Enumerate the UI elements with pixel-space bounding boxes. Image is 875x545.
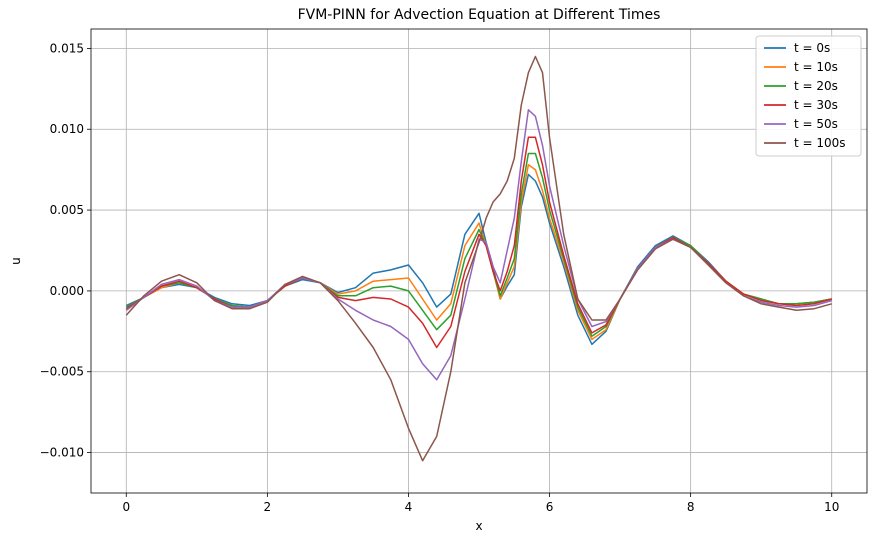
x-tick-label: 10 [824,500,839,514]
plot-area [91,29,867,493]
x-tick-label: 2 [264,500,272,514]
series-line-6 [125,55,832,462]
legend-label-5: t = 50s [794,117,838,131]
legend-label-2: t = 10s [794,60,838,74]
y-tick-label: 0.000 [50,284,84,298]
x-axis-ticks: 0 2 4 6 8 10 [122,493,839,514]
y-axis-ticks: −0.010 −0.005 0.000 0.005 0.010 0.015 [40,41,91,460]
y-tick-label: 0.005 [50,203,84,217]
x-axis-label: x [475,519,482,533]
x-tick-label: 8 [687,500,695,514]
x-tick-label: 0 [122,500,130,514]
x-tick-label: 4 [405,500,413,514]
series-lines [125,55,832,462]
y-axis-label: u [9,257,23,265]
legend-box [755,35,862,157]
y-tick-label: −0.010 [40,446,84,460]
y-tick-label: −0.005 [40,365,84,379]
grid [91,29,867,493]
legend-label-1: t = 0s [794,41,830,55]
legend-label-3: t = 20s [794,79,838,93]
chart-title: FVM-PINN for Advection Equation at Diffe… [298,7,661,23]
legend: t = 0s t = 10s t = 20s t = 30s t = 50s t = 10… [755,35,862,157]
legend-label-4: t = 30s [794,98,838,112]
axes-frame [90,28,868,494]
y-tick-label: 0.010 [50,122,84,136]
y-tick-label: 0.015 [50,41,84,55]
x-tick-label: 6 [546,500,554,514]
legend-label-6: t = 100s [794,136,846,150]
